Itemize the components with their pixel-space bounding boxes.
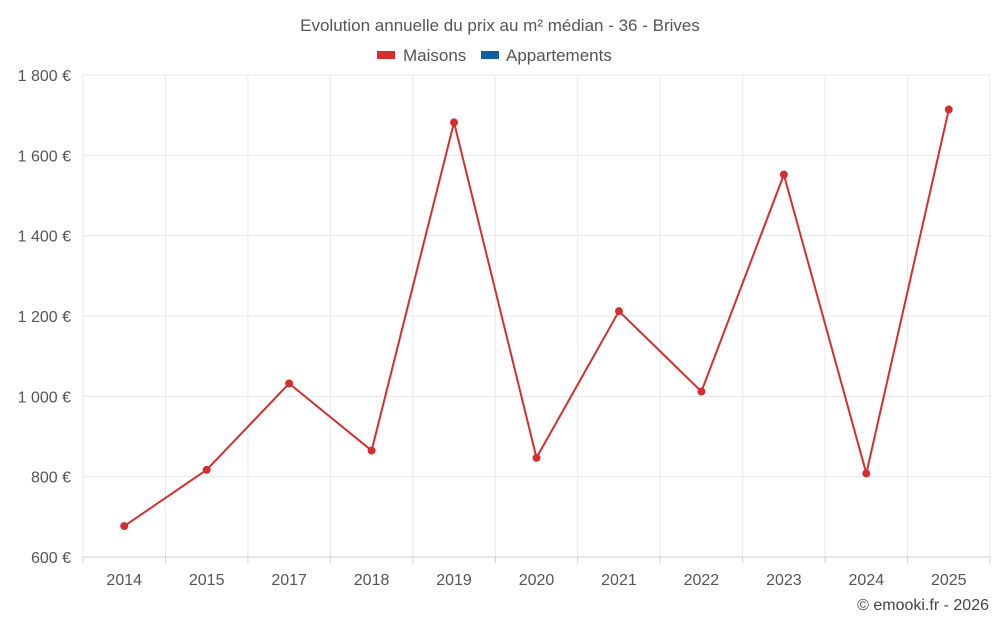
y-tick-label: 600 € [31, 550, 71, 567]
y-axis: 600 € 800 € 1 000 € 1 200 € 1 400 € 1 600 € 1 … [18, 68, 71, 567]
x-tick-label: 2017 [271, 572, 307, 589]
x-tick-label: 2019 [436, 572, 472, 589]
chart-credit: © emooki.fr - 2026 [857, 597, 989, 614]
data-point[interactable] [779, 170, 788, 179]
x-tick-label: 2014 [106, 572, 142, 589]
y-tick-label: 1 400 € [18, 229, 71, 246]
y-tick-label: 1 800 € [18, 68, 71, 85]
y-tick-label: 1 000 € [18, 389, 71, 406]
data-point[interactable] [450, 118, 459, 127]
series-layer [120, 105, 953, 531]
legend-label-1: Appartements [506, 46, 612, 65]
x-tick-label: 2023 [766, 572, 802, 589]
data-point[interactable] [202, 465, 211, 474]
legend-label-0: Maisons [403, 46, 466, 65]
y-tick-label: 1 600 € [18, 148, 71, 165]
data-point[interactable] [944, 105, 953, 114]
legend-swatch-1 [481, 51, 499, 59]
data-point[interactable] [120, 522, 129, 531]
data-point[interactable] [862, 469, 871, 478]
gridlines [82, 74, 991, 557]
y-tick-label: 800 € [31, 470, 71, 487]
x-tick-label: 2018 [354, 572, 390, 589]
x-tick-label: 2020 [519, 572, 555, 589]
data-point[interactable] [614, 307, 623, 316]
x-tick-label: 2021 [601, 572, 637, 589]
data-point[interactable] [697, 387, 706, 396]
legend-swatch-0 [377, 51, 395, 59]
data-point[interactable] [285, 379, 294, 388]
x-tick-label: 2025 [931, 572, 967, 589]
data-point[interactable] [532, 453, 541, 462]
data-point[interactable] [367, 446, 376, 455]
x-tick-label: 2022 [684, 572, 720, 589]
chart-title: Evolution annuelle du prix au m² médian … [300, 16, 700, 35]
x-tick-label: 2015 [189, 572, 225, 589]
x-tick-label: 2024 [849, 572, 885, 589]
y-tick-label: 1 200 € [18, 309, 71, 326]
x-axis: 2014 2015 2017 2018 2019 2020 2021 2022 2023 2024… [82, 556, 991, 589]
chart-legend: Maisons Appartements [377, 46, 612, 65]
